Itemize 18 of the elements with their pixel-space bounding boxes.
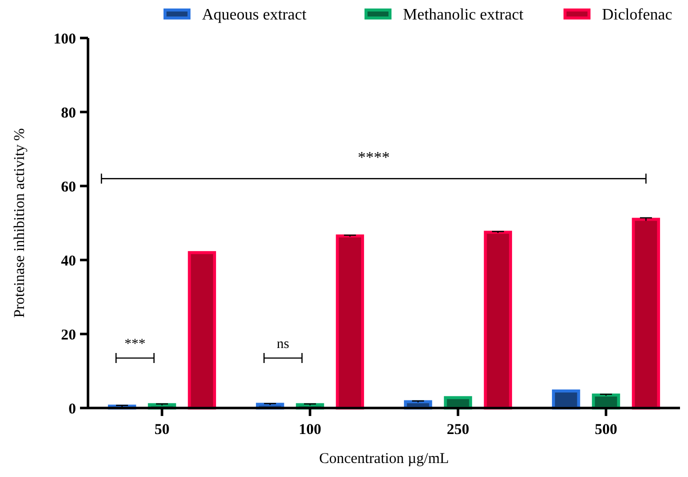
annotation: *** [124,337,146,352]
y-tick-label: 100 [54,31,76,48]
x-tick-label: 500 [594,422,618,438]
y-tick-label: 60 [61,179,76,196]
x-tick-label: 250 [446,422,470,438]
annotation: ns [276,337,290,352]
y-tick-label: 40 [61,253,76,270]
annotation: **** [358,150,390,167]
x-tick-label: 100 [298,422,322,438]
x-tick-label: 50 [154,422,170,438]
legend-label: Methanolic extract [403,6,524,24]
legend-label: Diclofenac [602,6,672,24]
y-axis-title: Proteinase inhibition activity % [12,128,28,318]
x-axis-title: Concentration µg/mL [319,451,449,467]
y-tick-label: 20 [61,327,76,344]
y-tick-label: 80 [61,105,76,122]
y-tick-label: 0 [68,401,76,418]
legend-label: Aqueous extract [202,6,307,24]
